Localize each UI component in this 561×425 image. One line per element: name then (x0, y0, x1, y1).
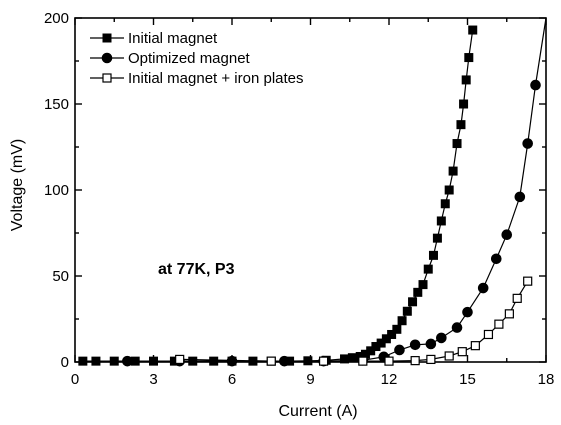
legend: Initial magnet Optimized magnet Initial ma… (90, 30, 304, 87)
axis-ticks: 0 3 6 9 12 15 18 0 50 100 150 200 (44, 10, 554, 388)
data-point-open-square (318, 356, 329, 366)
data-point-circle (530, 79, 541, 91)
legend-label: Initial magnet + iron plates (128, 70, 304, 87)
legend-label: Initial magnet (128, 30, 218, 47)
data-point-circle (522, 138, 533, 149)
legend-item: Optimized magnet (90, 50, 251, 67)
data-point-circle (514, 191, 526, 203)
data-point-square (456, 120, 466, 130)
data-point-square (109, 356, 119, 366)
y-axis-label: Voltage (mV) (9, 139, 26, 231)
data-point-open-square (410, 356, 420, 366)
data-point-circle (477, 282, 489, 294)
data-point-square (440, 199, 450, 209)
data-point-circle (436, 332, 447, 344)
x-tick-label: 12 (381, 371, 398, 388)
data-point-circle (409, 339, 421, 351)
x-axis-label: Current (A) (278, 403, 357, 420)
y-tick-label: 0 (61, 354, 69, 371)
data-point-open-square (384, 356, 394, 366)
data-point-square (452, 139, 462, 149)
data-point-square (464, 53, 474, 63)
data-point-square (413, 287, 423, 297)
data-point-circle (462, 306, 473, 318)
legend-label: Optimized magnet (128, 50, 251, 67)
data-point-square (402, 306, 412, 316)
y-tick-label: 150 (44, 96, 69, 113)
data-point-open-square (523, 276, 533, 286)
data-point-square (448, 166, 458, 176)
data-point-square (408, 297, 418, 307)
x-tick-label: 0 (71, 371, 79, 388)
data-point-circle (490, 253, 502, 265)
data-point-square (91, 356, 101, 366)
data-point-square (78, 356, 88, 366)
legend-item: Initial magnet + iron plates (90, 70, 304, 87)
data-point-open-square (470, 341, 480, 351)
data-point-open-square (494, 319, 504, 329)
data-point-circle (451, 322, 463, 333)
data-point-circle (101, 52, 113, 64)
data-point-circle (226, 355, 238, 367)
data-point-square (392, 324, 402, 334)
data-point-open-square (504, 309, 514, 319)
legend-item: Initial magnet (90, 30, 218, 47)
annotation-label: at 77K, P3 (158, 261, 235, 278)
data-point-open-square (483, 329, 494, 340)
data-point-open-square (457, 347, 467, 357)
series-3 (175, 276, 533, 366)
data-point-circle (425, 338, 437, 350)
data-point-square (436, 216, 446, 226)
y-tick-label: 100 (44, 182, 69, 199)
data-point-square (432, 233, 442, 243)
data-point-open-square (358, 356, 368, 366)
y-tick-label: 200 (44, 10, 69, 27)
data-point-square (444, 185, 454, 195)
data-point-circle (122, 355, 133, 367)
x-tick-label: 3 (149, 371, 157, 388)
x-tick-label: 18 (538, 371, 555, 388)
data-point-square (397, 316, 407, 326)
data-point-square (340, 354, 350, 364)
data-point-open-square (426, 354, 436, 365)
data-point-square (459, 99, 469, 109)
data-point-square (102, 33, 112, 43)
data-point-square (428, 250, 438, 260)
data-point-circle (501, 229, 513, 241)
data-series (78, 17, 547, 367)
x-tick-label: 15 (459, 371, 476, 388)
data-point-circle (394, 344, 405, 356)
data-point-square (418, 280, 428, 290)
data-point-open-square (102, 73, 112, 83)
x-tick-label: 6 (228, 371, 236, 388)
data-point-open-square (444, 351, 454, 361)
data-point-open-square (512, 293, 522, 303)
data-point-open-square (266, 356, 276, 366)
data-point-open-square (175, 354, 185, 365)
data-point-square (461, 75, 471, 85)
x-tick-label: 9 (306, 371, 314, 388)
y-tick-label: 50 (52, 268, 69, 285)
data-point-square (468, 25, 478, 35)
data-point-square (423, 264, 433, 274)
data-point-square (387, 329, 397, 339)
